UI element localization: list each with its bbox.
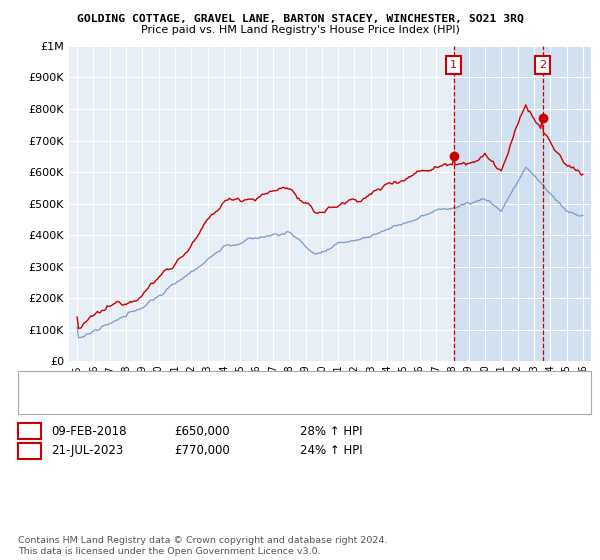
Text: 21-JUL-2023: 21-JUL-2023 [51,444,123,458]
Text: 2: 2 [539,60,546,70]
Text: 1: 1 [26,424,33,438]
Text: 1: 1 [450,60,457,70]
Bar [454,46,591,361]
Text: £770,000: £770,000 [174,444,230,458]
Text: HPI: Average price, detached house, Test Valley: HPI: Average price, detached house, Test… [57,397,305,407]
Text: 2: 2 [26,444,33,458]
Text: GOLDING COTTAGE, GRAVEL LANE, BARTON STACEY, WINCHESTER, SO21 3RQ: GOLDING COTTAGE, GRAVEL LANE, BARTON STA… [77,14,523,24]
Text: 09-FEB-2018: 09-FEB-2018 [51,424,127,438]
Text: Contains HM Land Registry data © Crown copyright and database right 2024.
This d: Contains HM Land Registry data © Crown c… [18,536,388,556]
Text: GOLDING COTTAGE, GRAVEL LANE, BARTON STACEY, WINCHESTER, SO21 3RQ (detache: GOLDING COTTAGE, GRAVEL LANE, BARTON STA… [57,375,514,385]
Text: £650,000: £650,000 [174,424,230,438]
Text: 28% ↑ HPI: 28% ↑ HPI [300,424,362,438]
Text: 24% ↑ HPI: 24% ↑ HPI [300,444,362,458]
Text: Price paid vs. HM Land Registry's House Price Index (HPI): Price paid vs. HM Land Registry's House … [140,25,460,35]
